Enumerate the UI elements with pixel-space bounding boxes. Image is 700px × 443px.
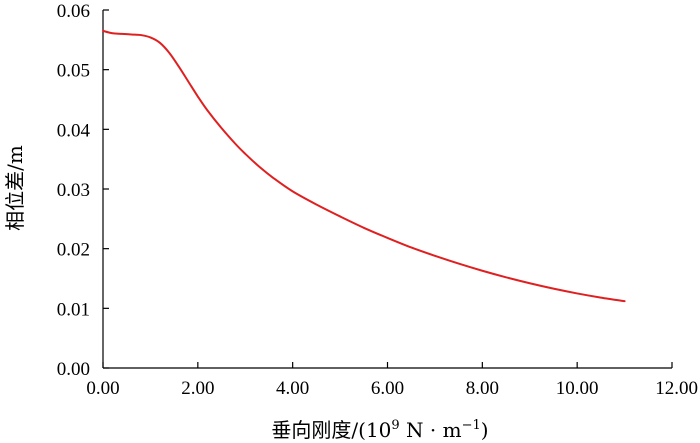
x-tick-label: 2.00 [181, 378, 214, 399]
x-tick-label: 4.00 [276, 378, 309, 399]
x-tick-label: 10.00 [556, 378, 599, 399]
y-tick-label: 0.04 [57, 120, 91, 141]
y-tick-label: 0.00 [57, 359, 90, 380]
x-tick-label: 0.00 [86, 378, 119, 399]
x-axis-ticks: 0.00 2.00 4.00 6.00 8.00 10.00 12.00 [86, 362, 698, 399]
y-axis-label: 相位差/m [3, 145, 27, 231]
y-tick-label: 0.06 [57, 1, 90, 22]
y-axis-ticks: 0.00 0.01 0.02 0.03 0.04 0.05 0.06 [57, 1, 109, 380]
y-tick-label: 0.02 [57, 240, 90, 261]
series-group [102, 29, 626, 303]
x-tick-label: 6.00 [371, 378, 404, 399]
y-tick-label: 0.05 [57, 61, 90, 82]
y-tick-label: 0.03 [57, 180, 90, 201]
x-tick-label: 8.00 [466, 378, 499, 399]
series-line-0 [102, 29, 626, 303]
x-axis-label: 垂向刚度/(109 N · m−1) [271, 418, 488, 442]
x-tick-label: 12.00 [655, 378, 698, 399]
y-tick-label: 0.01 [57, 299, 90, 320]
